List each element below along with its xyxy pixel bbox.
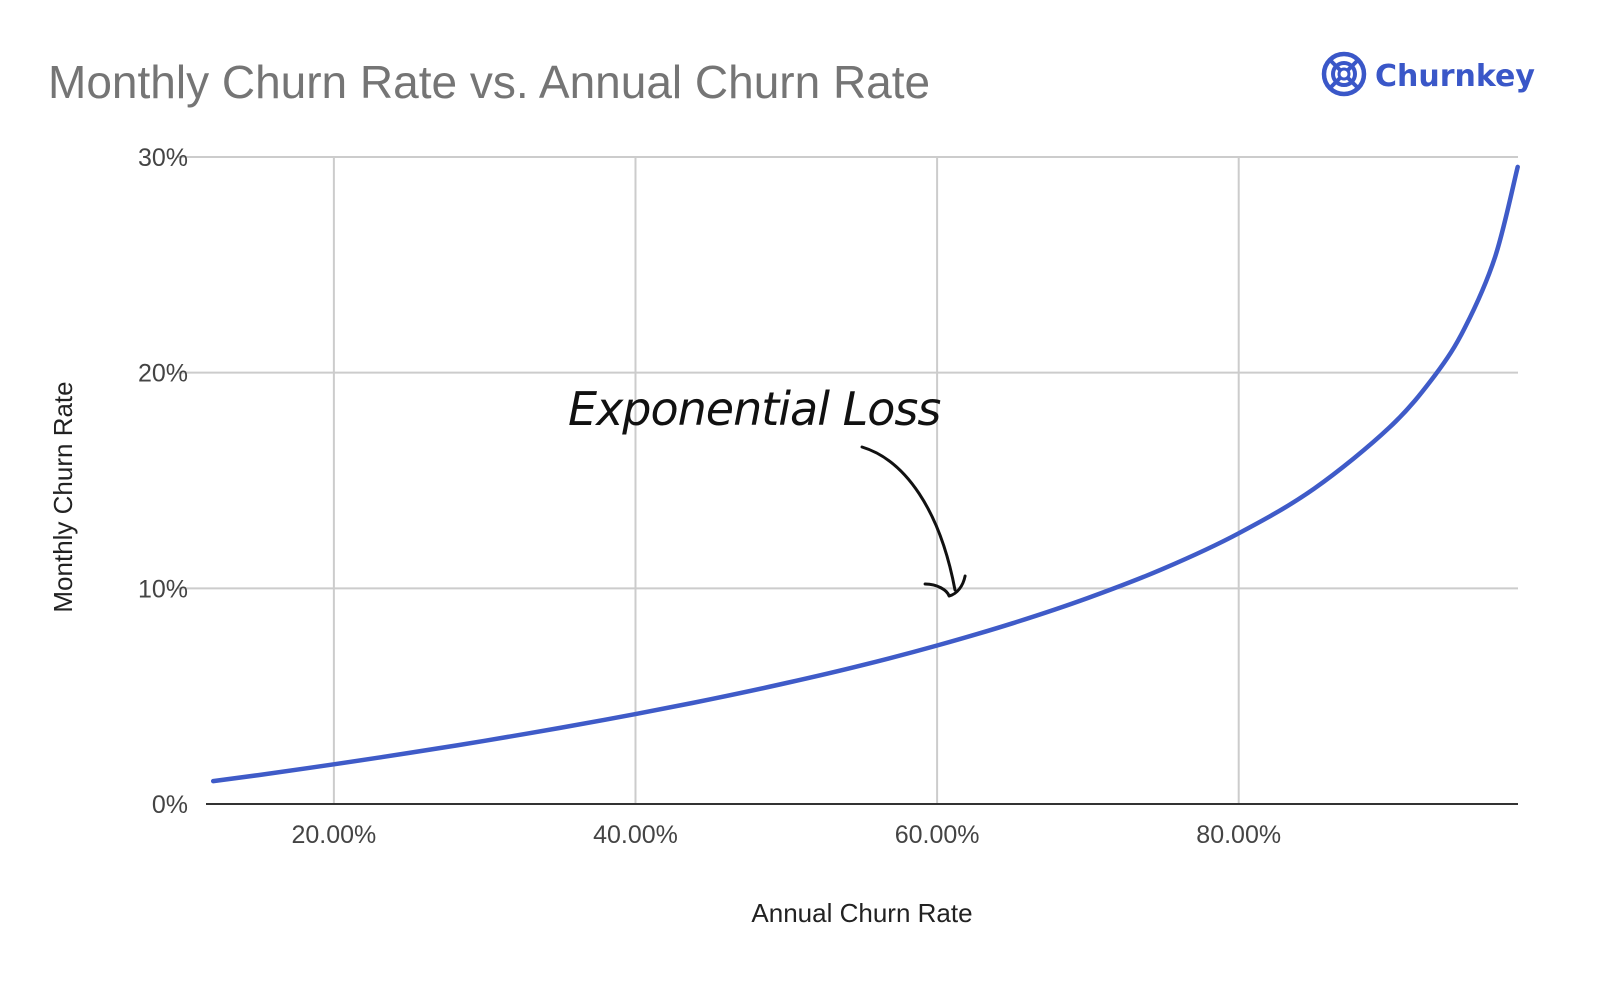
x-axis-ticks: 20.00% 40.00% 60.00% 80.00% xyxy=(291,821,1281,849)
chart-title: Monthly Churn Rate vs. Annual Churn Rate xyxy=(48,56,930,108)
logo-ring xyxy=(1321,51,1367,97)
annotation-text: Exponential Loss xyxy=(568,382,940,436)
y-axis-ticks: 0% 10% 20% 30% xyxy=(138,144,188,819)
x-tick-label: 40.00% xyxy=(593,821,678,849)
annotation: Exponential Loss xyxy=(568,382,967,598)
y-tick-label: 20% xyxy=(138,360,188,388)
x-tick-label: 60.00% xyxy=(895,821,980,849)
logo-inner-ring xyxy=(1331,61,1357,87)
series-line xyxy=(210,164,1520,784)
churnkey-logo-icon xyxy=(1321,51,1367,97)
grid-lines xyxy=(178,156,1518,804)
logo-center xyxy=(1337,67,1351,81)
x-axis-title: Annual Churn Rate xyxy=(751,898,972,928)
brand-logo: Churnkey xyxy=(1321,51,1535,97)
y-axis-title: Monthly Churn Rate xyxy=(48,381,78,612)
annotation-arrow xyxy=(860,445,967,598)
x-tick-label: 20.00% xyxy=(291,821,376,849)
series-group xyxy=(210,164,1520,784)
y-tick-label: 10% xyxy=(138,575,188,603)
y-tick-label: 0% xyxy=(152,791,188,819)
x-tick-label: 80.00% xyxy=(1196,821,1281,849)
brand-name: Churnkey xyxy=(1375,59,1535,94)
y-tick-label: 30% xyxy=(138,144,188,172)
